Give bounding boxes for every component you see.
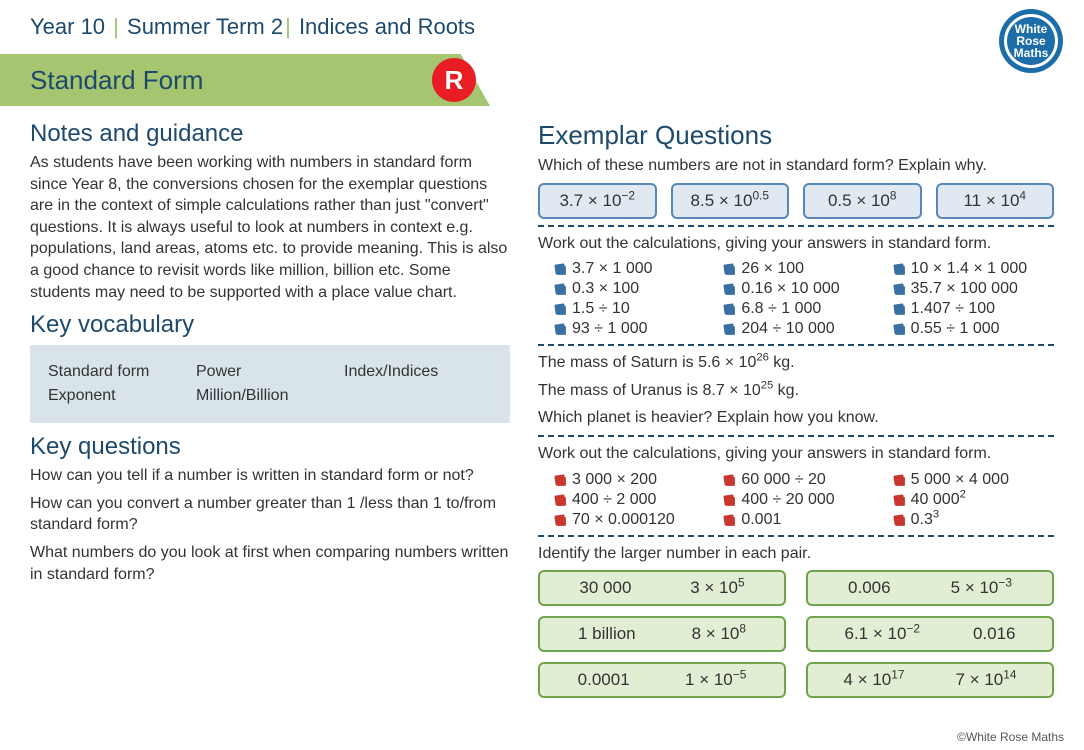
q5-prompt: Identify the larger number in each pair.	[538, 543, 1054, 565]
calc-item: 5 000 × 4 000	[893, 471, 1054, 489]
calc-item: 0.16 × 10 000	[723, 280, 884, 298]
q4-prompt: Work out the calculations, giving your a…	[538, 443, 1054, 465]
pair-box: 1 billion8 × 108	[538, 616, 786, 652]
vocab-term: Million/Billion	[196, 387, 344, 405]
q3-line2: The mass of Uranus is 8.7 × 1025 kg.	[538, 380, 1054, 402]
calc-item: 0.55 ÷ 1 000	[893, 320, 1054, 338]
calc-item: 70 × 0.000120	[554, 511, 715, 529]
key-question: What numbers do you look at first when c…	[30, 542, 510, 585]
key-question: How can you convert a number greater tha…	[30, 493, 510, 536]
calc-item: 0.33	[893, 511, 1054, 529]
calc-item: 0.3 × 100	[554, 280, 715, 298]
calc-item: 10 × 1.4 × 1 000	[893, 260, 1054, 278]
pair-box: 0.0065 × 10−3	[806, 570, 1054, 606]
topic-title: Standard Form	[30, 65, 203, 96]
q3-line1: The mass of Saturn is 5.6 × 1026 kg.	[538, 352, 1054, 374]
r-badge: R	[432, 58, 476, 102]
calc-item: 35.7 × 100 000	[893, 280, 1054, 298]
footer-copyright: ©White Rose Maths	[957, 730, 1064, 744]
calc-item: 93 ÷ 1 000	[554, 320, 715, 338]
number-box: 11 × 104	[936, 183, 1055, 219]
calc-item: 26 × 100	[723, 260, 884, 278]
header-text: Year 10 | Summer Term 2| Indices and Roo…	[30, 14, 475, 40]
key-question: How can you tell if a number is written …	[30, 465, 510, 487]
q4-grid: 3 000 × 200 60 000 ÷ 20 5 000 × 4 000 400 ÷…	[538, 471, 1054, 529]
calc-item: 60 000 ÷ 20	[723, 471, 884, 489]
calc-item: 3 000 × 200	[554, 471, 715, 489]
q2-prompt: Work out the calculations, giving your a…	[538, 233, 1054, 255]
calc-item: 40 0002	[893, 491, 1054, 509]
pair-box: 6.1 × 10−20.016	[806, 616, 1054, 652]
number-box: 8.5 × 100.5	[671, 183, 790, 219]
q1-prompt: Which of these numbers are not in standa…	[538, 155, 1054, 177]
vocab-box: Standard form Power Index/Indices Expone…	[30, 345, 510, 423]
vocab-term: Index/Indices	[344, 363, 492, 381]
vocab-row: Standard form Power Index/Indices	[48, 363, 492, 381]
exemplar-heading: Exemplar Questions	[538, 120, 1054, 151]
vocab-term: Exponent	[48, 387, 196, 405]
number-box: 0.5 × 108	[803, 183, 922, 219]
q5-pairs: 30 0003 × 105 0.0065 × 10−3 1 billion8 × 1…	[538, 570, 1054, 698]
calc-item: 6.8 ÷ 1 000	[723, 300, 884, 318]
header-term: Summer Term 2	[127, 14, 283, 39]
number-box: 3.7 × 10−2	[538, 183, 657, 219]
calc-item: 400 ÷ 2 000	[554, 491, 715, 509]
header-unit: Indices and Roots	[299, 14, 475, 39]
calc-item: 1.407 ÷ 100	[893, 300, 1054, 318]
content: Notes and guidance As students have been…	[0, 120, 1084, 698]
right-column: Exemplar Questions Which of these number…	[538, 120, 1054, 698]
pair-box: 30 0003 × 105	[538, 570, 786, 606]
notes-heading: Notes and guidance	[30, 120, 510, 148]
kq-heading: Key questions	[30, 433, 510, 461]
header-year: Year 10	[30, 14, 105, 39]
pair-box: 4 × 10177 × 1014	[806, 662, 1054, 698]
vocab-term: Power	[196, 363, 344, 381]
q2-grid: 3.7 × 1 000 26 × 100 10 × 1.4 × 1 000 0.3 ×…	[538, 260, 1054, 338]
vocab-heading: Key vocabulary	[30, 311, 510, 339]
topic-bg: Standard Form	[0, 54, 490, 106]
vocab-term: Standard form	[48, 363, 196, 381]
calc-item: 3.7 × 1 000	[554, 260, 715, 278]
divider	[538, 344, 1054, 346]
calc-item: 204 ÷ 10 000	[723, 320, 884, 338]
calc-item: 0.001	[723, 511, 884, 529]
left-column: Notes and guidance As students have been…	[30, 120, 510, 698]
vocab-row: Exponent Million/Billion	[48, 387, 492, 405]
q3-line3: Which planet is heavier? Explain how you…	[538, 407, 1054, 429]
page-header: Year 10 | Summer Term 2| Indices and Roo…	[0, 0, 1084, 48]
divider	[538, 535, 1054, 537]
divider	[538, 225, 1054, 227]
notes-text: As students have been working with numbe…	[30, 152, 510, 303]
calc-item: 400 ÷ 20 000	[723, 491, 884, 509]
header-sep2: |	[285, 14, 291, 39]
header-sep: |	[113, 14, 119, 39]
calc-item: 1.5 ÷ 10	[554, 300, 715, 318]
q1-boxes: 3.7 × 10−2 8.5 × 100.5 0.5 × 108 11 × 104	[538, 183, 1054, 219]
topic-bar: Standard Form R	[0, 54, 1084, 106]
divider	[538, 435, 1054, 437]
vocab-term	[344, 387, 492, 405]
pair-box: 0.00011 × 10−5	[538, 662, 786, 698]
